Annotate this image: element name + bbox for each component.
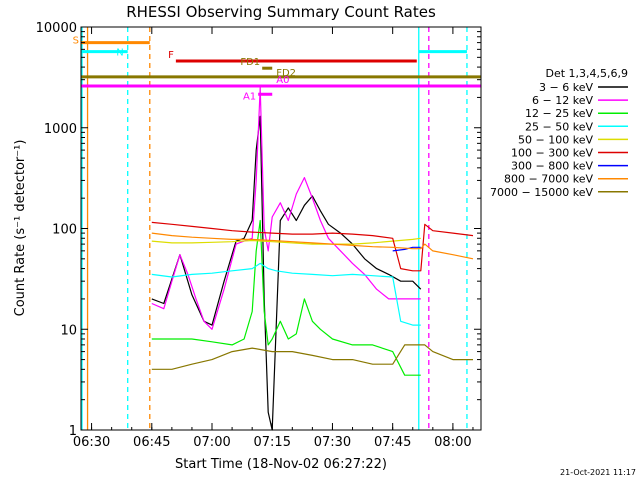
y-axis-label: Count Rate (s⁻¹ detector⁻¹) bbox=[13, 140, 28, 317]
legend-entry-label-6: 300 − 800 keV bbox=[511, 160, 593, 173]
series-line-2 bbox=[151, 219, 421, 376]
axes: 06:30 06:45 07:00 07:15 07:30 07:45 08:00 1 10 10… bbox=[36, 21, 481, 450]
series-line-8 bbox=[151, 344, 473, 370]
legend-entry-label-8: 7000 − 15000 keV bbox=[490, 186, 593, 199]
x-tick-label-1: 06:45 bbox=[133, 435, 170, 450]
y-tick-label-4: 10000 bbox=[36, 21, 77, 36]
legend-title: Det 1,3,4,5,6,9 bbox=[545, 67, 628, 80]
flag-label-5: FD2 bbox=[276, 68, 296, 79]
flag-label-4: FD1 bbox=[240, 57, 260, 68]
y-tick-label-3: 1000 bbox=[44, 122, 77, 137]
x-tick-label-6: 08:00 bbox=[434, 435, 471, 450]
flag-label-1: N bbox=[116, 48, 123, 59]
series-line-0 bbox=[151, 115, 422, 431]
plot-frame bbox=[80, 26, 482, 431]
time-markers bbox=[81, 27, 468, 430]
legend-entry-label-4: 50 − 100 keV bbox=[518, 133, 593, 146]
timestamp-label: 21-Oct-2021 11:17 bbox=[560, 468, 636, 477]
series-line-7 bbox=[151, 232, 474, 260]
legend-entry-label-3: 25 − 50 keV bbox=[525, 120, 593, 133]
x-tick-label-2: 07:00 bbox=[193, 435, 230, 450]
series-line-3 bbox=[151, 262, 421, 326]
x-tick-label-0: 06:30 bbox=[73, 435, 110, 450]
y-tick-label-1: 10 bbox=[60, 323, 77, 338]
legend-entry-label-0: 3 − 6 keV bbox=[539, 81, 593, 94]
chart-title: RHESSI Observing Summary Count Rates bbox=[126, 3, 436, 21]
legend-entry-label-2: 12 − 25 keV bbox=[525, 107, 593, 120]
y-tick-label-0: 1 bbox=[69, 424, 77, 439]
legend-entry-label-5: 100 − 300 keV bbox=[511, 147, 593, 160]
legend-entry-label-7: 800 − 7000 keV bbox=[504, 173, 593, 186]
flag-label-6: A0 bbox=[276, 75, 289, 86]
x-tick-label-4: 07:30 bbox=[314, 435, 351, 450]
y-tick-label-2: 100 bbox=[52, 223, 77, 238]
legend-entry-label-1: 6 − 12 keV bbox=[532, 94, 593, 107]
x-tick-label-5: 07:45 bbox=[374, 435, 411, 450]
series-line-5 bbox=[151, 221, 474, 272]
x-tick-label-3: 07:15 bbox=[254, 435, 291, 450]
flag-label-3: F bbox=[168, 50, 174, 61]
series-line-1 bbox=[151, 87, 421, 330]
flag-label-0: S bbox=[73, 36, 79, 47]
series-lines bbox=[151, 87, 474, 431]
x-axis-label: Start Time (18-Nov-02 06:27:22) bbox=[175, 457, 387, 472]
series-line-4 bbox=[151, 237, 421, 245]
flag-label-7: A1 bbox=[243, 91, 256, 102]
